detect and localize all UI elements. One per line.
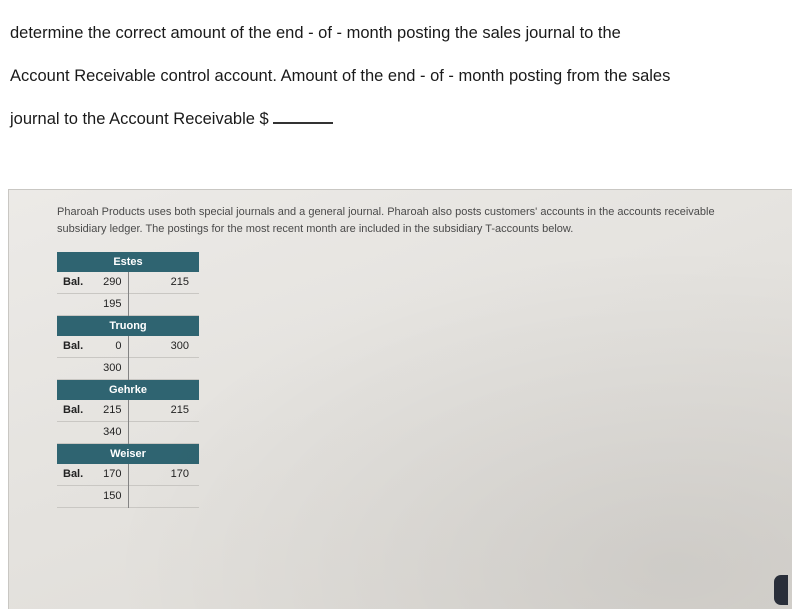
credit-column: 170. — [129, 464, 200, 508]
credit-column: 215. — [129, 400, 200, 444]
debit-value: 150 — [103, 490, 121, 502]
credit-value: 215 — [171, 276, 189, 288]
question-line-1: determine the correct amount of the end … — [10, 24, 621, 42]
debit-value: 195 — [103, 298, 121, 310]
balance-label: Bal. — [63, 276, 83, 288]
t-account: Gehrke Bal. 215 340 215. — [57, 380, 199, 444]
debit-column: Bal. 290 195 — [57, 272, 129, 316]
t-account-body: Bal. 215 340 215. — [57, 400, 199, 444]
balance-label: Bal. — [63, 404, 83, 416]
credit-value: . — [186, 490, 189, 502]
debit-row: 150 — [57, 486, 128, 508]
debit-column: Bal. 0 300 — [57, 336, 129, 380]
debit-value: 0 — [115, 340, 121, 352]
balance-label: Bal. — [63, 340, 83, 352]
credit-value: . — [186, 426, 189, 438]
credit-row: . — [129, 294, 200, 316]
question-line-2: Account Receivable control account. Amou… — [10, 67, 670, 85]
t-account-body: Bal. 290 195 215. — [57, 272, 199, 316]
t-account: Estes Bal. 290 195 215. — [57, 252, 199, 316]
credit-row: 170 — [129, 464, 200, 486]
t-account: TruongBal.0 300300. — [57, 316, 199, 380]
t-account-body: Bal. 170 150 170. — [57, 464, 199, 508]
credit-value: . — [186, 362, 189, 374]
debit-value: 300 — [103, 362, 121, 374]
problem-photo-region: Pharoah Products uses both special journ… — [8, 189, 792, 609]
debit-row: Bal. 0 — [57, 336, 128, 358]
debit-row: 300 — [57, 358, 128, 380]
corner-decoration — [774, 575, 788, 605]
t-account-header: Gehrke — [57, 380, 199, 400]
debit-value: 215 — [103, 404, 121, 416]
credit-column: 215. — [129, 272, 200, 316]
debit-row: Bal. 170 — [57, 464, 128, 486]
debit-value: 170 — [103, 468, 121, 480]
question-line-3: journal to the Account Receivable $ — [10, 110, 269, 128]
credit-value: 300 — [171, 340, 189, 352]
debit-column: Bal. 215 340 — [57, 400, 129, 444]
credit-value: 170 — [171, 468, 189, 480]
debit-row: 340 — [57, 422, 128, 444]
debit-row: 195 — [57, 294, 128, 316]
t-account-header: Truong — [57, 316, 199, 336]
debit-value: 340 — [103, 426, 121, 438]
credit-value: . — [186, 298, 189, 310]
question-text: determine the correct amount of the end … — [0, 0, 800, 169]
t-account-header: Weiser — [57, 444, 199, 464]
t-account: Weiser Bal. 170 150 170. — [57, 444, 199, 508]
t-account-body: Bal.0 300300. — [57, 336, 199, 380]
credit-row: 215 — [129, 272, 200, 294]
credit-column: 300. — [129, 336, 200, 380]
answer-blank[interactable] — [273, 122, 333, 124]
credit-row: . — [129, 486, 200, 508]
debit-value: 290 — [103, 276, 121, 288]
credit-row: . — [129, 358, 200, 380]
credit-row: 300 — [129, 336, 200, 358]
context-paragraph: Pharoah Products uses both special journ… — [57, 204, 737, 238]
debit-row: Bal. 290 — [57, 272, 128, 294]
credit-row: . — [129, 422, 200, 444]
credit-row: 215 — [129, 400, 200, 422]
t-account-header: Estes — [57, 252, 199, 272]
balance-label: Bal. — [63, 468, 83, 480]
credit-value: 215 — [171, 404, 189, 416]
debit-column: Bal. 170 150 — [57, 464, 129, 508]
debit-row: Bal. 215 — [57, 400, 128, 422]
t-accounts-container: EstesBal.290 195215.TruongBal.0 300300.G… — [57, 252, 199, 508]
